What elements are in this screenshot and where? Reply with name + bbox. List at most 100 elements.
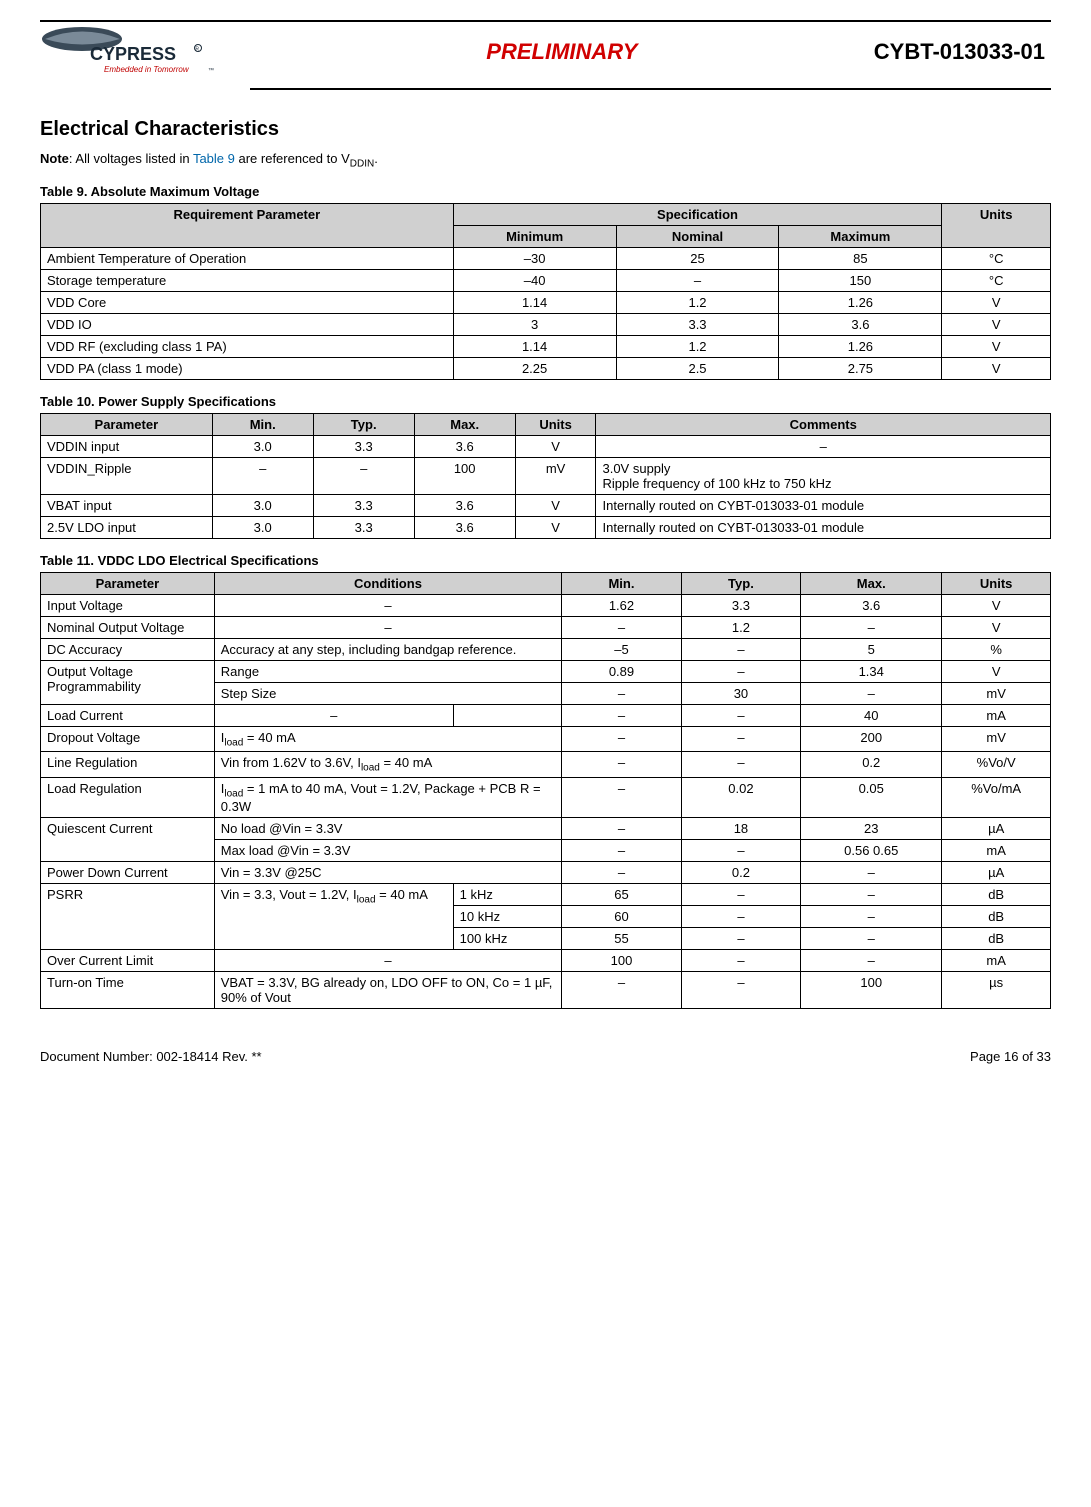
cell: – — [562, 726, 681, 752]
cell: – — [681, 928, 800, 950]
cell: 0.2 — [681, 862, 800, 884]
cell: V — [942, 291, 1051, 313]
th-parameter: Parameter — [41, 413, 213, 435]
cell: 85 — [779, 247, 942, 269]
cell: VDDIN input — [41, 435, 213, 457]
cell: V — [942, 357, 1051, 379]
cell: 10 kHz — [453, 906, 562, 928]
cell: 100 — [562, 950, 681, 972]
svg-text:Embedded in Tomorrow: Embedded in Tomorrow — [104, 65, 190, 74]
cell: Storage temperature — [41, 269, 454, 291]
header-rule — [250, 88, 1051, 90]
table-row: VDD Core1.141.21.26V — [41, 291, 1051, 313]
page-footer: Document Number: 002-18414 Rev. ** Page … — [40, 1049, 1051, 1064]
cell: 1 kHz — [453, 884, 562, 906]
cell: VDD IO — [41, 313, 454, 335]
table9: Requirement Parameter Specification Unit… — [40, 203, 1051, 380]
cell: 3.0 — [212, 516, 313, 538]
cell: 1.14 — [453, 291, 616, 313]
part-number: CYBT-013033-01 — [874, 39, 1051, 65]
cell: – — [212, 457, 313, 494]
table-row: Output Voltage Programmability Range 0.8… — [41, 660, 1051, 682]
cell: Load Current — [41, 704, 215, 726]
svg-text:™: ™ — [208, 67, 214, 74]
cell: Vin = 3.3, Vout = 1.2V, Iload = 40 mA — [214, 884, 453, 950]
cell: Vin from 1.62V to 3.6V, Iload = 40 mA — [214, 752, 562, 778]
cell: 18 — [681, 818, 800, 840]
cell: 0.56 0.65 — [801, 840, 942, 862]
cell: Line Regulation — [41, 752, 215, 778]
cell: Iload = 40 mA — [214, 726, 562, 752]
note-text-a: : All voltages listed in — [69, 151, 193, 166]
cell: VDD Core — [41, 291, 454, 313]
cell: 2.5V LDO input — [41, 516, 213, 538]
cell: No load @Vin = 3.3V — [214, 818, 562, 840]
note-label: Note — [40, 151, 69, 166]
note-text-b: are referenced to V — [235, 151, 350, 166]
cell: VDDIN_Ripple — [41, 457, 213, 494]
cell: – — [801, 906, 942, 928]
th-parameter: Parameter — [41, 572, 215, 594]
th-units: Units — [515, 413, 596, 435]
cell: – — [801, 884, 942, 906]
th-conditions: Conditions — [214, 572, 562, 594]
cell: 3.6 — [414, 494, 515, 516]
th-maximum: Maximum — [779, 225, 942, 247]
cell: VBAT input — [41, 494, 213, 516]
cell: – — [681, 840, 800, 862]
table-row: Input Voltage – 1.62 3.3 3.6 V — [41, 594, 1051, 616]
cell: – — [562, 682, 681, 704]
cell: mA — [942, 840, 1051, 862]
cell: mV — [515, 457, 596, 494]
cell: % — [942, 638, 1051, 660]
table-row: Power Down Current Vin = 3.3V @25C – 0.2… — [41, 862, 1051, 884]
table9-link[interactable]: Table 9 — [193, 151, 235, 166]
cell: –30 — [453, 247, 616, 269]
cell: PSRR — [41, 884, 215, 950]
table-row: Load Regulation Iload = 1 mA to 40 mA, V… — [41, 777, 1051, 818]
table-row: Nominal Output Voltage – – 1.2 – V — [41, 616, 1051, 638]
cell: – — [562, 616, 681, 638]
svg-text:R: R — [195, 47, 199, 53]
table-row: VDD PA (class 1 mode)2.252.52.75V — [41, 357, 1051, 379]
cell: µA — [942, 818, 1051, 840]
cell: 30 — [681, 682, 800, 704]
cell: – — [801, 928, 942, 950]
cell: Quiescent Current — [41, 818, 215, 862]
cell: dB — [942, 928, 1051, 950]
cell: dB — [942, 884, 1051, 906]
cell: 60 — [562, 906, 681, 928]
table-row: VDD IO33.33.6V — [41, 313, 1051, 335]
cell: °C — [942, 269, 1051, 291]
cell: Internally routed on CYBT-013033-01 modu… — [596, 516, 1051, 538]
cell: 1.34 — [801, 660, 942, 682]
preliminary-label: PRELIMINARY — [250, 39, 874, 65]
cell: V — [942, 594, 1051, 616]
cell: 2.5 — [616, 357, 779, 379]
cell: – — [313, 457, 414, 494]
cell: V — [515, 494, 596, 516]
cell: – — [681, 660, 800, 682]
th-requirement-parameter: Requirement Parameter — [41, 203, 454, 247]
th-min: Min. — [562, 572, 681, 594]
cell: – — [681, 884, 800, 906]
cell: 1.14 — [453, 335, 616, 357]
th-max: Max. — [414, 413, 515, 435]
cell: – — [562, 752, 681, 778]
th-max: Max. — [801, 572, 942, 594]
cell: 0.2 — [801, 752, 942, 778]
cell: DC Accuracy — [41, 638, 215, 660]
table11: Parameter Conditions Min. Typ. Max. Unit… — [40, 572, 1051, 1010]
cell: 0.02 — [681, 777, 800, 818]
cell: Load Regulation — [41, 777, 215, 818]
cell: – — [214, 704, 453, 726]
cell: dB — [942, 906, 1051, 928]
cell: Over Current Limit — [41, 950, 215, 972]
cell: Iload = 1 mA to 40 mA, Vout = 1.2V, Pack… — [214, 777, 562, 818]
section-title: Electrical Characteristics — [40, 118, 1051, 141]
cell: – — [681, 638, 800, 660]
th-typ: Typ. — [313, 413, 414, 435]
cell: V — [515, 516, 596, 538]
th-units: Units — [942, 572, 1051, 594]
th-units: Units — [942, 203, 1051, 247]
